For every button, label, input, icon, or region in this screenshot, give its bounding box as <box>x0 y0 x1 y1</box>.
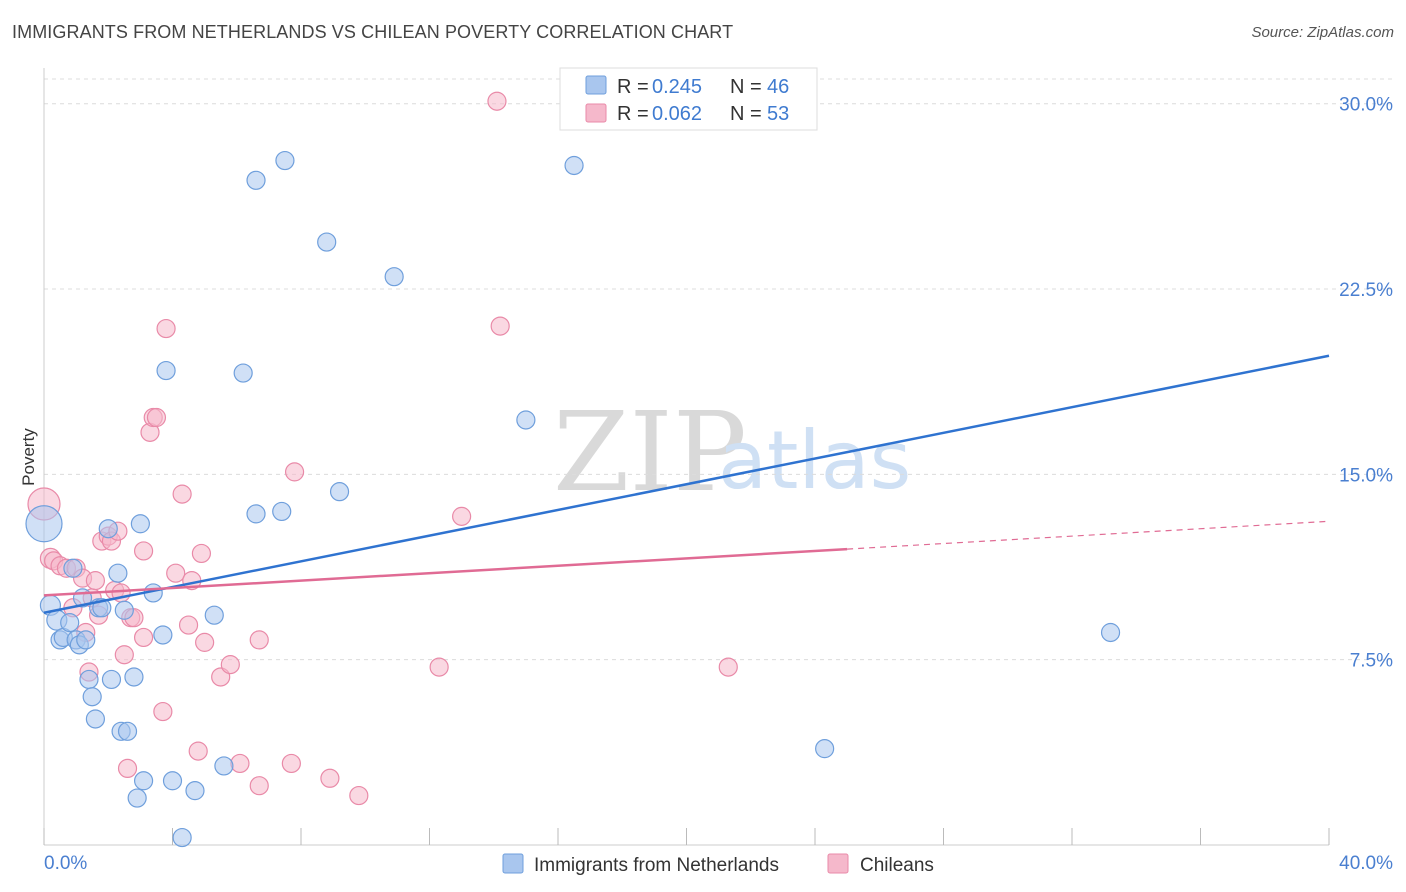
chileans-point <box>178 615 199 635</box>
correlation-legend: R = 0.245 N = 46 R = 0.062 N = 53 <box>559 67 818 131</box>
chileans-point <box>281 753 301 774</box>
watermark-atlas: atlas <box>718 414 911 507</box>
chileans-point <box>191 543 212 564</box>
legend-n-label-pink: N = <box>730 103 762 125</box>
chart-title: IMMIGRANTS FROM NETHERLANDS VS CHILEAN P… <box>12 22 734 42</box>
chileans-point <box>320 768 340 788</box>
trend-line-netherlands <box>43 354 1330 614</box>
trend-line-chileans-extrapolated <box>847 520 1330 550</box>
chileans-point <box>117 758 138 779</box>
netherlands-point <box>246 170 266 190</box>
netherlands-point <box>108 563 128 583</box>
y-tick-label: 30.0% <box>1339 95 1393 116</box>
netherlands-point <box>516 410 536 430</box>
netherlands-point <box>172 827 192 848</box>
x-ticks <box>43 828 1330 845</box>
netherlands-point <box>156 360 176 381</box>
chart-source: Source: ZipAtlas.com <box>1251 24 1394 41</box>
netherlands-point <box>185 781 205 801</box>
netherlands-point <box>275 150 295 171</box>
netherlands-point <box>317 232 337 252</box>
chileans-point <box>156 318 176 339</box>
netherlands-point <box>133 771 154 791</box>
x-tick-label-min: 0.0% <box>44 853 87 874</box>
netherlands-point <box>130 514 150 534</box>
netherlands-point <box>272 501 292 522</box>
netherlands-point <box>246 504 266 524</box>
legend-n-value-blue: 46 <box>767 76 789 98</box>
chileans-point <box>85 571 106 591</box>
bottom-legend-swatch-pink <box>827 853 849 874</box>
legend-r-label-pink: R = <box>617 103 649 125</box>
x-tick-label-max: 40.0% <box>1339 853 1393 874</box>
chileans-point <box>349 785 369 806</box>
chileans-point <box>284 462 305 482</box>
bottom-legend-label-chileans: Chileans <box>860 855 934 876</box>
netherlands-point <box>101 669 122 690</box>
chileans-point <box>718 657 738 677</box>
netherlands-point <box>124 667 144 687</box>
chileans-point <box>146 407 167 428</box>
netherlands-point <box>204 605 224 625</box>
legend-swatch-blue <box>585 75 607 95</box>
chileans-point <box>133 541 154 561</box>
netherlands-point <box>127 788 147 808</box>
chileans-point <box>195 632 215 652</box>
watermark-zip: ZIP <box>553 388 747 516</box>
netherlands-point <box>1100 622 1121 643</box>
legend-r-label-blue: R = <box>617 76 649 98</box>
netherlands-point <box>114 600 134 620</box>
netherlands-point <box>117 721 138 741</box>
netherlands-point <box>162 771 183 791</box>
chileans-point <box>452 506 472 526</box>
chileans-point <box>133 627 154 648</box>
netherlands-point <box>815 739 835 759</box>
series-chileans-points <box>27 91 738 806</box>
legend-r-value-pink: 0.062 <box>652 103 702 125</box>
trend-line-chileans <box>43 547 848 597</box>
legend-n-label-blue: N = <box>730 76 762 98</box>
y-tick-label: 22.5% <box>1339 280 1393 301</box>
legend-swatch-pink <box>585 103 607 123</box>
chileans-point <box>166 563 186 583</box>
chileans-point <box>153 701 173 722</box>
netherlands-point <box>63 558 83 578</box>
bottom-legend-label-netherlands: Immigrants from Netherlands <box>534 855 779 876</box>
netherlands-point <box>564 155 584 176</box>
y-axis-label: Poverty <box>19 428 38 486</box>
chileans-point <box>429 657 449 677</box>
netherlands-point <box>98 519 118 539</box>
series-netherlands-points <box>25 150 1121 848</box>
netherlands-point <box>85 709 106 729</box>
legend-n-value-pink: 53 <box>767 103 789 125</box>
series-legend: Immigrants from Netherlands Chileans <box>502 853 934 876</box>
chileans-point <box>490 316 510 336</box>
y-tick-labels: 7.5% 15.0% 22.5% 30.0% <box>1339 95 1393 672</box>
y-tick-label: 7.5% <box>1350 651 1393 672</box>
netherlands-point <box>25 505 63 543</box>
chileans-point <box>249 630 269 650</box>
netherlands-point <box>233 363 253 383</box>
bottom-legend-swatch-blue <box>502 853 524 874</box>
trend-lines <box>43 354 1330 614</box>
y-tick-label: 15.0% <box>1339 465 1393 486</box>
netherlands-point <box>60 613 80 633</box>
chileans-point <box>487 91 507 111</box>
chileans-point <box>172 484 192 504</box>
netherlands-point <box>214 756 234 776</box>
netherlands-point <box>384 267 404 287</box>
chileans-point <box>114 645 134 665</box>
netherlands-point <box>79 669 99 690</box>
chileans-point <box>188 741 208 761</box>
chileans-point <box>249 776 269 796</box>
legend-r-value-blue: 0.245 <box>652 76 702 98</box>
netherlands-point <box>82 687 102 707</box>
netherlands-point <box>329 482 350 502</box>
chileans-point <box>220 655 240 675</box>
netherlands-point <box>76 630 96 650</box>
chileans-point <box>230 753 250 774</box>
netherlands-point <box>153 625 173 645</box>
